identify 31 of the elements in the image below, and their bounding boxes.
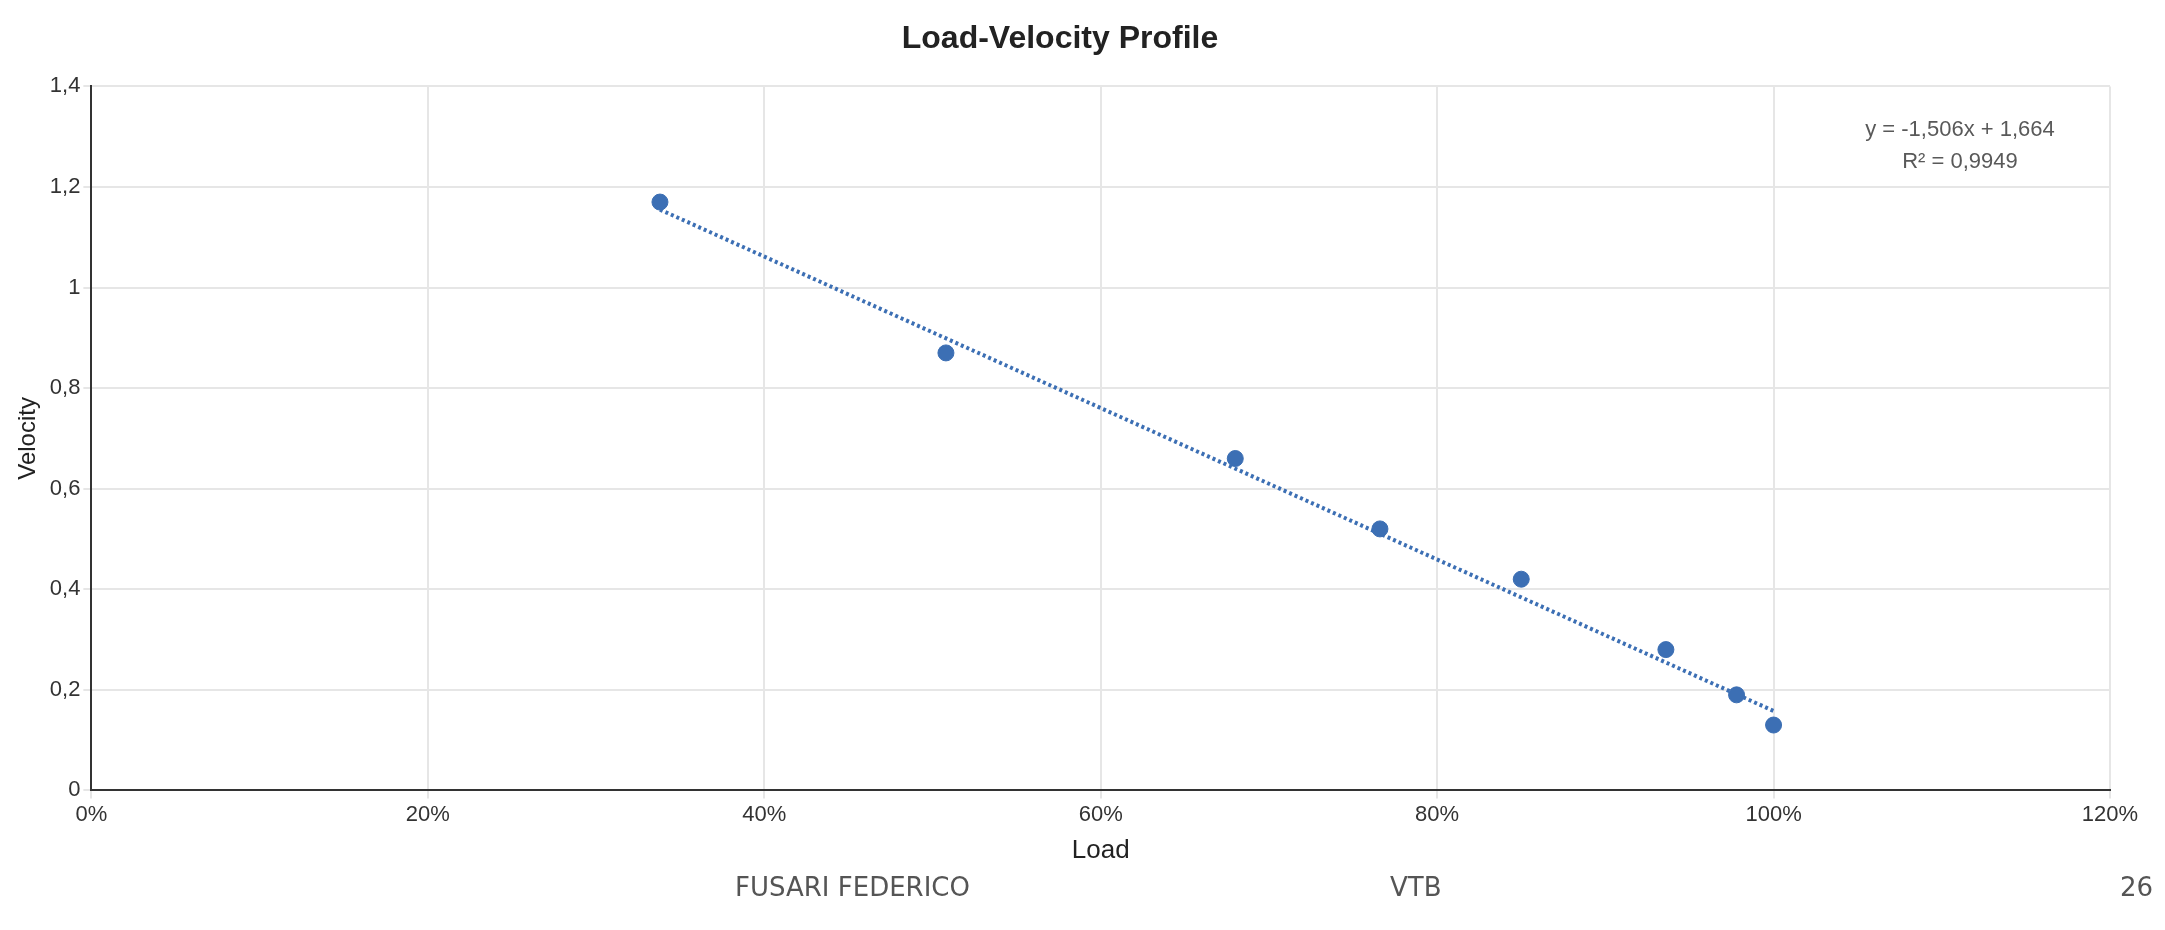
- x-tick-label: 20%: [405, 800, 450, 826]
- y-tick-label: 0,6: [49, 474, 81, 500]
- y-tick-label: 0,8: [49, 374, 81, 400]
- y-tick-label: 1,4: [49, 72, 81, 98]
- y-tick-label: 0: [68, 776, 81, 802]
- y-tick-label: 0,2: [49, 675, 81, 701]
- point: [1226, 450, 1244, 468]
- point: [937, 344, 955, 362]
- x-tick-label: 40%: [742, 800, 787, 826]
- x-tick-label: 0%: [75, 800, 108, 826]
- x-tick-label: 60%: [1078, 800, 1123, 826]
- point: [1512, 570, 1530, 588]
- x-tick-label: 100%: [1745, 800, 1802, 826]
- x-tick-label: 80%: [1415, 800, 1460, 826]
- y-tick-label: 0,4: [49, 575, 81, 601]
- text: FUSARI FEDERICO: [735, 872, 970, 902]
- x-axis-title: Load: [1071, 833, 1130, 864]
- point: [651, 193, 669, 211]
- text: 26: [2120, 872, 2154, 902]
- chart-title: Load-Velocity Profile: [901, 19, 1219, 56]
- point: [1728, 686, 1746, 704]
- text: VTB: [1390, 872, 1442, 902]
- y-axis-title: Velocity: [13, 397, 41, 480]
- x-tick-label: 120%: [2081, 800, 2139, 826]
- point: [1657, 641, 1675, 659]
- y-tick-label: 1,2: [49, 173, 81, 199]
- point: [1371, 520, 1389, 538]
- annotation: y = -1,506x + 1,664: [1865, 116, 2055, 142]
- y-tick-label: 1: [68, 273, 81, 299]
- annotation: R² = 0,9949: [1902, 148, 2018, 174]
- point: [1765, 716, 1783, 734]
